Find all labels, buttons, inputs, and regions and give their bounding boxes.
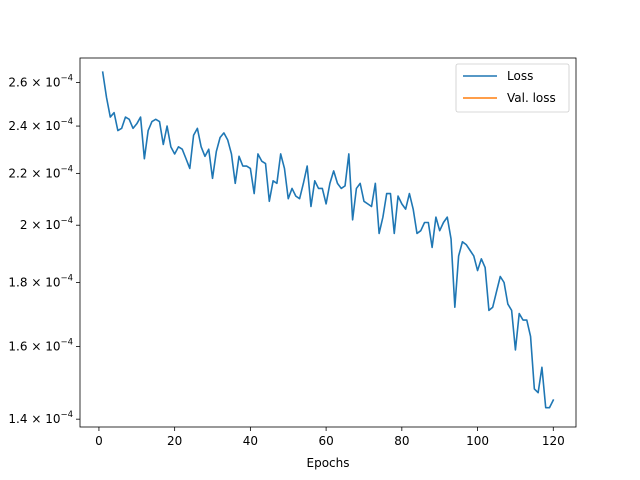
y-axis: 1.4 × 10−4 1.6 × 10−4 1.8 × 10−4 2 × 10−4 2.… bbox=[8, 74, 80, 426]
series-layer bbox=[101, 71, 555, 409]
plot-area bbox=[80, 58, 576, 427]
y-tick-label: 2.6 × 10−4 bbox=[8, 74, 73, 90]
x-tick-label: 120 bbox=[542, 434, 565, 448]
y-tick-label: 1.4 × 10−4 bbox=[8, 410, 73, 426]
legend-label-loss: Loss bbox=[507, 69, 533, 83]
legend: Loss Val. loss bbox=[455, 63, 570, 113]
x-tick-label: 0 bbox=[95, 434, 103, 448]
y-tick-label: 1.6 × 10−4 bbox=[8, 338, 73, 354]
x-tick-label: 40 bbox=[243, 434, 258, 448]
x-tick-label: 60 bbox=[318, 434, 333, 448]
axes-frame bbox=[79, 57, 577, 428]
x-tick-label: 80 bbox=[394, 434, 409, 448]
y-tick-label: 2 × 10−4 bbox=[20, 216, 73, 232]
x-axis: 0 20 40 60 80 100 120 bbox=[95, 427, 565, 448]
x-axis-label: Epochs bbox=[307, 456, 350, 470]
x-tick-label: 100 bbox=[466, 434, 489, 448]
y-tick-label: 2.4 × 10−4 bbox=[8, 117, 73, 133]
series-line-loss bbox=[101, 71, 555, 409]
x-tick-label: 20 bbox=[167, 434, 182, 448]
y-tick-label: 2.2 × 10−4 bbox=[8, 164, 73, 180]
y-tick-label: 1.8 × 10−4 bbox=[8, 274, 73, 290]
legend-label-val-loss: Val. loss bbox=[507, 91, 556, 105]
